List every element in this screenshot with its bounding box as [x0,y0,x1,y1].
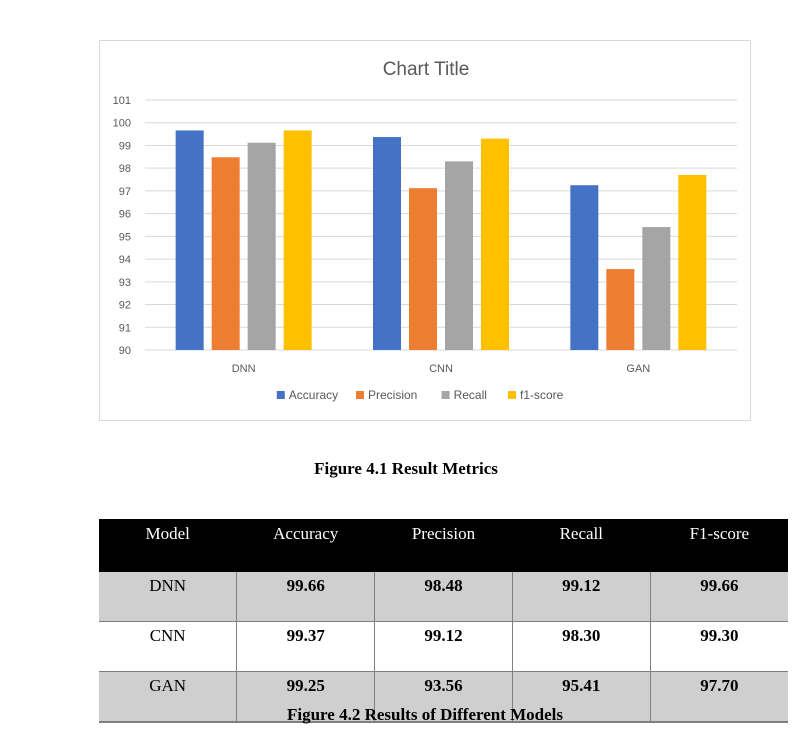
bar-recall [642,227,671,350]
x-tick-label: GAN [626,363,650,375]
y-tick-label: 98 [119,163,131,175]
cell-model: DNN [99,571,238,622]
header-f1-score: F1-score [649,519,788,572]
y-tick-label: 93 [119,277,131,289]
y-tick-label: 95 [119,231,131,243]
table-row: CNN 99.37 99.12 98.30 99.30 [99,621,788,672]
legend-swatch [441,391,450,399]
header-model: Model [99,519,238,572]
x-tick-label: CNN [429,363,453,375]
legend-label: Recall [454,388,487,402]
results-table: Model Accuracy Precision Recall F1-score… [99,519,788,723]
chart-title: Chart Title [383,59,470,80]
cell-f1-score: 99.66 [649,571,788,622]
table-row: GAN 99.25 93.56 95.41 97.70 [99,671,788,723]
bar-precision [211,157,240,350]
table-header-row: Model Accuracy Precision Recall F1-score [99,519,788,572]
y-tick-label: 97 [119,186,131,198]
legend-swatch [508,391,516,399]
legend-label: Accuracy [289,388,338,402]
bar-accuracy [570,185,599,350]
bar-precision [606,269,635,350]
bar-f1-score [678,175,707,350]
y-tick-label: 92 [119,300,131,312]
y-tick-label: 90 [119,345,131,357]
y-tick-label: 100 [113,118,131,130]
chart-canvas: Chart Title 90 91 92 93 94 95 96 97 98 99 100 101 DNN… [113,59,737,402]
header-precision: Precision [374,519,513,572]
y-tick-label: 96 [119,209,131,221]
bar-accuracy [175,130,204,350]
cell-precision: 93.56 [374,671,513,723]
cell-model: CNN [99,621,238,672]
x-tick-label: DNN [232,363,256,375]
y-tick-label: 91 [119,322,131,334]
figure-caption-1: Figure 4.1 Result Metrics [314,459,498,478]
cell-model: GAN [99,671,238,723]
bar-recall [445,161,473,350]
cell-f1-score: 99.30 [649,621,788,672]
bar-f1-score [481,138,509,350]
bar-chart: Chart Title 90 91 92 93 94 95 96 97 98 99 100 101 DNN… [99,40,751,421]
cell-accuracy: 99.66 [236,571,376,622]
y-tick-label: 101 [113,95,131,107]
cell-accuracy: 99.25 [236,671,376,723]
bar-accuracy [373,137,401,350]
bar-recall [247,142,276,350]
y-tick-label: 94 [119,254,131,266]
y-tick-label: 99 [119,140,131,152]
table-row: DNN 99.66 98.48 99.12 99.66 [99,571,788,622]
legend-swatch [276,391,285,399]
cell-f1-score: 97.70 [649,671,788,723]
cell-accuracy: 99.37 [236,621,376,672]
cell-precision: 99.12 [374,621,513,672]
legend-label: Precision [368,388,417,402]
cell-recall: 99.12 [511,571,651,622]
bar-f1-score [283,130,312,350]
cell-recall: 95.41 [511,671,651,723]
legend-swatch [356,391,364,399]
header-recall: Recall [511,519,651,572]
header-accuracy: Accuracy [236,519,376,572]
figure-caption-2: Figure 4.2 Results of Different Models [286,705,564,724]
bar-precision [409,188,437,350]
cell-precision: 98.48 [374,571,513,622]
legend-label: f1-score [520,388,564,402]
cell-recall: 98.30 [511,621,651,672]
